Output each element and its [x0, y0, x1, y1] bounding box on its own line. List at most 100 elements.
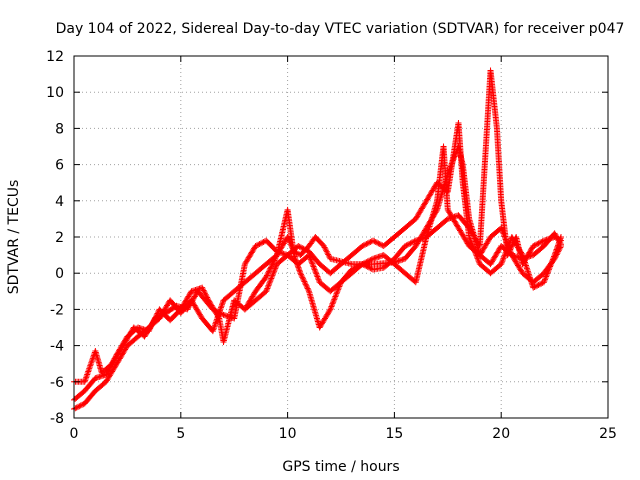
- data-point-interp: [362, 259, 369, 266]
- data-point-interp: [270, 269, 277, 276]
- data-point-interp: [410, 238, 417, 245]
- data-point-interp: [257, 240, 264, 247]
- data-point-interp: [506, 241, 513, 248]
- x-tick-label: 15: [385, 426, 403, 442]
- data-point-interp: [538, 280, 545, 287]
- data-point-interp: [301, 278, 308, 285]
- data-point: [359, 261, 366, 268]
- data-point-interp: [364, 240, 371, 247]
- data-point-interp: [404, 241, 411, 248]
- data-point-interp: [300, 275, 307, 282]
- y-tick-label: 8: [55, 121, 64, 137]
- data-point: [466, 234, 473, 240]
- data-point-interp: [264, 284, 271, 291]
- data-point-interp: [215, 312, 222, 319]
- data-point-interp: [219, 300, 226, 307]
- data-point-interp: [217, 304, 224, 311]
- data-point-interp: [367, 238, 374, 245]
- data-point-interp: [313, 272, 320, 279]
- data-point-interp: [498, 259, 505, 266]
- data-point-interp: [215, 310, 222, 317]
- data-point-interp: [272, 265, 279, 272]
- data-point: [263, 288, 270, 295]
- data-point-interp: [265, 269, 272, 276]
- data-point-interp: [300, 245, 307, 252]
- chart-title: Day 104 of 2022, Sidereal Day-to-day VTE…: [56, 21, 625, 37]
- data-point-interp: [367, 265, 374, 272]
- data-point-interp: [532, 283, 539, 290]
- data-point-interp: [323, 248, 330, 255]
- data-point-interp: [307, 256, 314, 263]
- data-point-interp: [332, 292, 339, 299]
- data-point-interp: [84, 370, 91, 377]
- data-point-interp: [502, 249, 509, 256]
- data-point-interp: [549, 257, 556, 264]
- data-point-interp: [472, 249, 479, 256]
- data-point: [540, 279, 547, 286]
- data-point-interp: [88, 358, 95, 365]
- data-point-interp: [362, 241, 369, 248]
- y-tick-label: 10: [46, 85, 64, 101]
- data-point-interp: [499, 258, 506, 265]
- data-point-interp: [403, 242, 410, 249]
- data-point-interp: [264, 285, 271, 292]
- y-tick-label: 12: [46, 49, 64, 65]
- data-point-interp: [297, 244, 304, 251]
- data-point-interp: [503, 246, 510, 253]
- data-point: [498, 261, 505, 268]
- data-point-interp: [332, 293, 339, 300]
- data-point-interp: [259, 239, 266, 246]
- data-point-interp: [88, 359, 95, 366]
- data-point: [209, 306, 216, 313]
- data-point-interp: [350, 265, 357, 272]
- data-point-interp: [199, 286, 206, 293]
- data-point-interp: [311, 264, 318, 271]
- data-point-interp: [334, 287, 341, 294]
- data-point: [359, 243, 366, 250]
- data-point-interp: [89, 356, 96, 363]
- data-point-interp: [336, 283, 343, 290]
- data-point-interp: [543, 272, 550, 279]
- data-point-interp: [376, 241, 383, 248]
- data-point-interp: [367, 257, 374, 264]
- data-point-interp: [538, 238, 545, 245]
- series-4: [241, 119, 565, 313]
- data-point-interp: [539, 238, 546, 245]
- data-point-interp: [366, 264, 373, 271]
- data-point-interp: [213, 317, 220, 324]
- data-point-interp: [300, 277, 307, 284]
- data-point-interp: [211, 322, 218, 329]
- data-point-interp: [543, 273, 550, 280]
- data-point-interp: [82, 375, 89, 382]
- data-point: [295, 243, 302, 250]
- data-series: [71, 67, 565, 412]
- data-point-interp: [303, 247, 310, 254]
- series-2: [71, 67, 565, 385]
- data-point-interp: [500, 255, 507, 262]
- data-point-interp: [302, 281, 309, 288]
- data-point-interp: [471, 246, 478, 253]
- x-tick-label: 0: [70, 426, 79, 442]
- data-point-interp: [368, 256, 375, 263]
- data-point-interp: [211, 307, 218, 314]
- data-point-interp: [84, 371, 91, 378]
- data-point-interp: [547, 263, 554, 270]
- data-point-interp: [352, 264, 359, 271]
- x-tick-label: 20: [492, 426, 510, 442]
- grid: [74, 56, 608, 418]
- data-point-interp: [374, 239, 381, 246]
- data-point-interp: [503, 248, 510, 255]
- data-point-interp: [470, 244, 477, 251]
- data-point-interp: [535, 240, 542, 247]
- data-point: [558, 234, 565, 240]
- data-point-interp: [301, 246, 308, 253]
- data-point-interp: [216, 309, 223, 316]
- data-point-interp: [351, 265, 358, 272]
- data-point-interp: [87, 361, 94, 368]
- data-point-interp: [268, 275, 275, 282]
- data-point-interp: [315, 276, 322, 283]
- data-point-interp: [326, 307, 333, 314]
- data-point-interp: [335, 286, 342, 293]
- x-tick-label: 10: [279, 426, 297, 442]
